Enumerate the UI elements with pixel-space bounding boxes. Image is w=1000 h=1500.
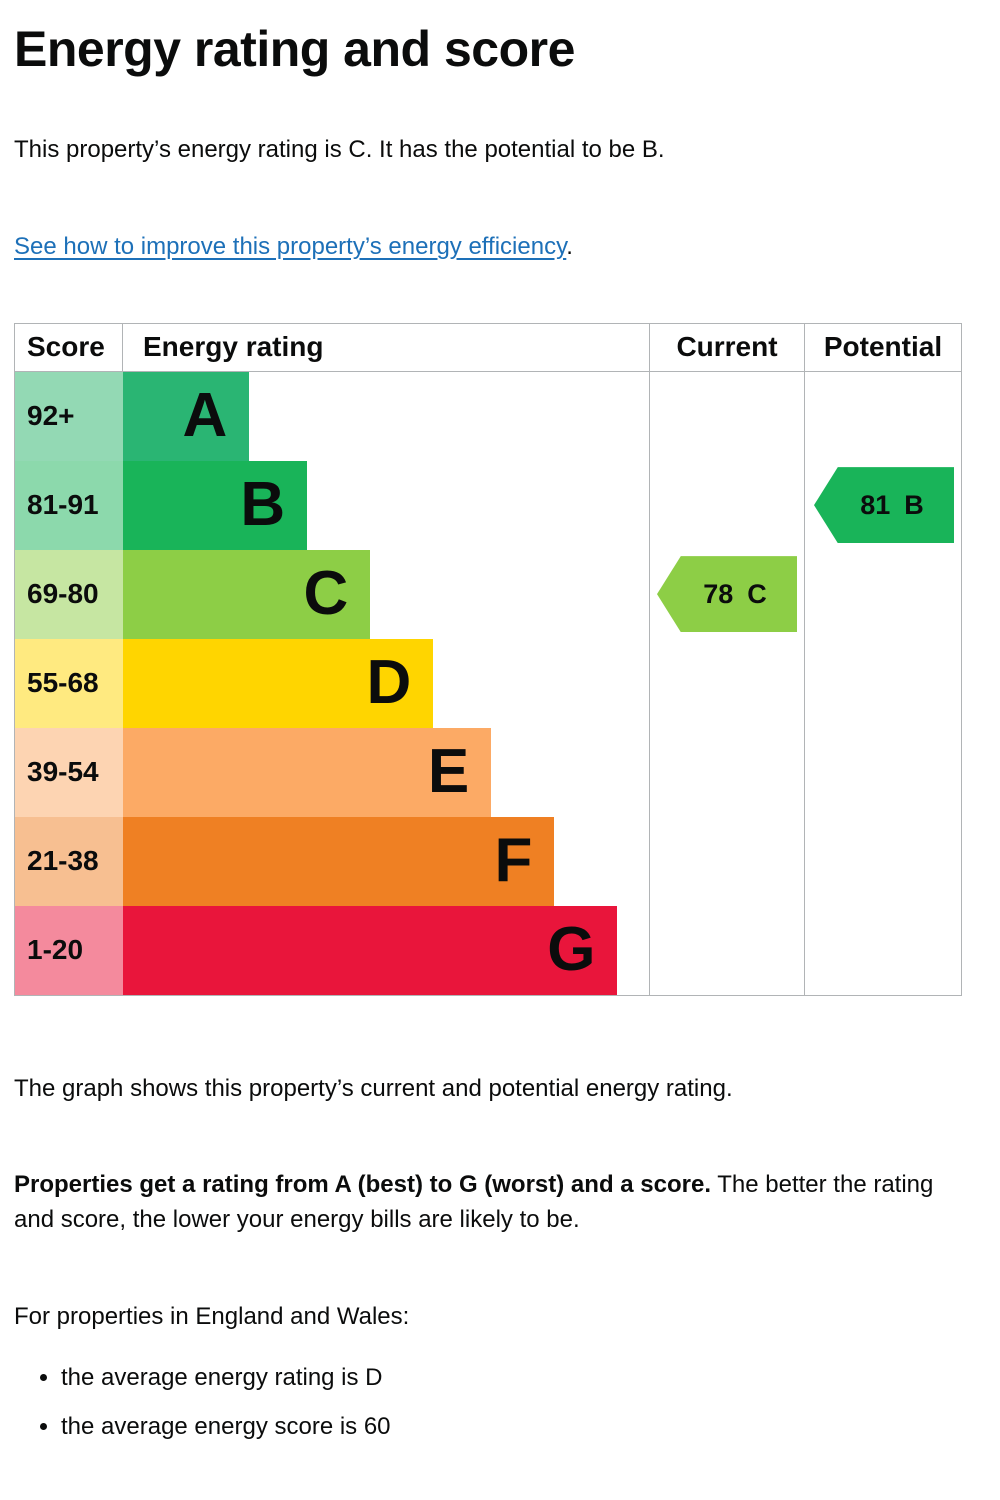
current-score-value: 78 [703,578,734,609]
band-letter-g: G [547,915,596,985]
rating-bar-b: B [123,460,308,550]
current-column-row-g [650,905,805,995]
rating-band-a: A [123,371,650,461]
average-score-item: the average energy score is 60 [61,1410,962,1445]
chart-caption: The graph shows this property’s current … [14,1074,733,1102]
page-title: Energy rating and score [14,21,575,77]
intro-text: This property’s energy rating is C. It h… [14,136,665,163]
improve-link-line: See how to improve this property’s energ… [14,230,962,265]
rating-band-b: B [123,460,650,550]
band-letter-f: F [494,826,533,896]
rating-bar-c: C [123,549,371,639]
band-letter-a: A [182,381,228,451]
score-range-b: 81-91 [15,460,123,550]
potential-column-row-g [805,906,961,995]
score-range-f: 21-38 [15,816,123,906]
rating-bar-e: E [123,727,492,817]
rating-bar-g: G [123,905,618,995]
averages-list: the average energy rating is D the avera… [14,1361,962,1445]
chart-header-potential: Potential [805,323,961,372]
potential-column-row-d [805,639,961,728]
score-range-d: 55-68 [15,638,123,728]
score-range-c: 69-80 [15,549,123,639]
score-range-a: 92+ [15,371,123,461]
current-rating-marker: 78 C [657,556,797,633]
chart-header-current: Current [650,323,805,372]
rating-band-f: F [123,816,650,906]
rating-bar-d: D [123,638,434,728]
potential-column-row-e [805,728,961,817]
band-letter-b: B [240,470,286,540]
rating-band-c: C [123,549,650,639]
potential-column-row-c [805,550,961,639]
current-column-row-a [650,371,805,461]
rating-bar-a: A [123,371,250,461]
potential-column-row-a [805,372,961,461]
band-letter-d: D [366,648,412,718]
current-column-row-b [650,460,805,550]
current-rating-letter: C [747,578,767,609]
energy-rating-chart: Score Energy rating Current Potential 92… [14,322,962,996]
rating-explanation: Properties get a rating from A (best) to… [14,1168,962,1238]
rating-bar-f: F [123,816,555,906]
potential-rating-marker: 81 B [814,467,954,544]
current-column-row-d [650,638,805,728]
rating-explanation-bold: Properties get a rating from A (best) to… [14,1171,711,1199]
region-heading: For properties in England and Wales: [14,1302,410,1330]
score-range-e: 39-54 [15,727,123,817]
average-rating-item: the average energy rating is D [61,1361,962,1396]
band-letter-c: C [303,559,349,629]
current-column-row-f [650,816,805,906]
page: Energy rating and score This property’s … [14,0,962,1444]
band-letter-e: E [427,737,470,807]
potential-score-value: 81 [860,489,891,520]
rating-band-e: E [123,727,650,817]
potential-rating-letter: B [904,489,924,520]
score-range-g: 1-20 [15,905,123,995]
rating-band-g: G [123,905,650,995]
chart-header-rating: Energy rating [123,323,650,372]
potential-column-row-f [805,817,961,906]
current-column-row-e [650,727,805,817]
potential-column-row-b: 81 B [805,461,961,550]
chart-header-score: Score [15,323,123,372]
link-suffix: . [566,232,573,260]
improve-efficiency-link[interactable]: See how to improve this property’s energ… [14,232,567,260]
rating-explanation-rest: The better the rating and score, the low… [14,1171,934,1234]
current-column-row-c: 78 C [650,549,805,639]
rating-band-d: D [123,638,650,728]
